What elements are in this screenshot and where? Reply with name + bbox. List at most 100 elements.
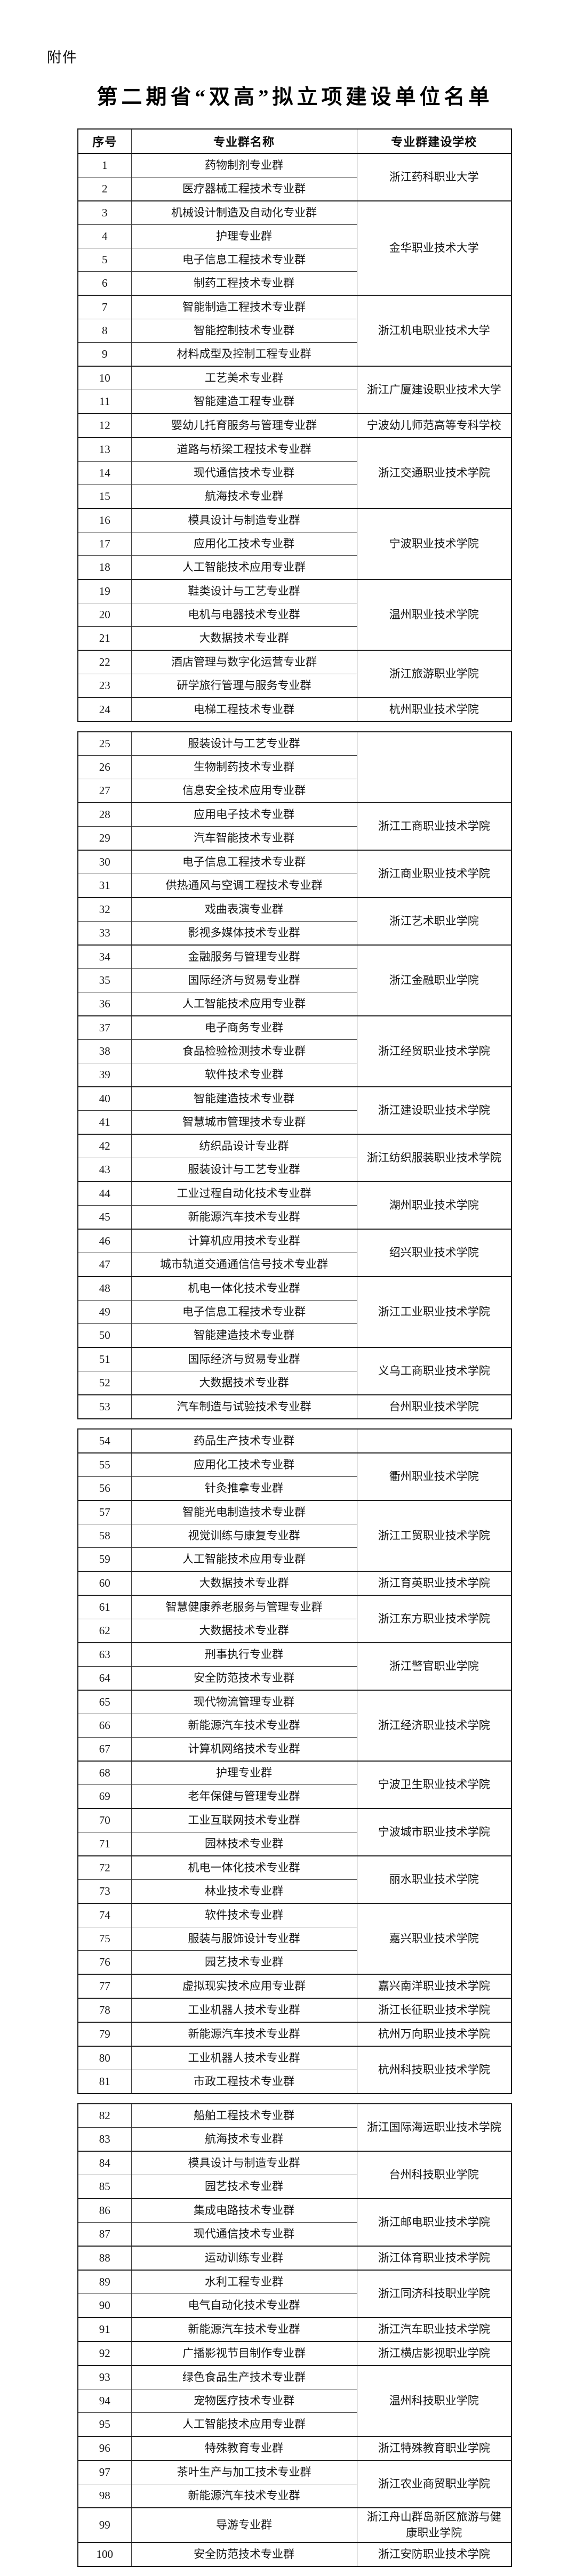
serial-number-cell: 64: [77, 1666, 132, 1691]
list-table-block-2: 25 服装设计与工艺专业群 26 生物制药技术专业群 27 信息安全技术应用专业群 28 应用…: [77, 731, 512, 1419]
major-group-name-cell: 针灸推拿专业群: [131, 1476, 357, 1501]
major-group-name-cell: 酒店管理与数字化运营专业群: [131, 650, 357, 674]
major-group-name-cell: 导游专业群: [131, 2507, 357, 2543]
table-row: 35 国际经济与贸易专业群: [77, 968, 511, 992]
school-name-cell: 浙江东方职业技术学院: [356, 1595, 512, 1643]
serial-number-cell: 37: [77, 1015, 132, 1040]
table-row: 85 园艺技术专业群: [77, 2175, 511, 2199]
serial-number-cell: 83: [77, 2127, 132, 2152]
table-row: 68 护理专业群 宁波卫生职业技术学院: [77, 1761, 512, 1809]
school-name-cell: 义乌工商职业技术学院: [356, 1347, 512, 1395]
major-group-name-cell: 大数据技术专业群: [131, 1571, 357, 1596]
school-name-cell: 浙江纺织服装职业技术学院: [356, 1134, 512, 1182]
school-name-cell: 台州科技职业学院: [356, 2151, 512, 2199]
major-group-name-cell: 鞋类设计与工艺专业群: [131, 579, 357, 603]
major-group-name-cell: 智能制造工程技术专业群: [131, 295, 357, 319]
major-group-name-cell: 现代通信技术专业群: [131, 461, 357, 485]
school-name-cell: 浙江工贸职业技术学院: [356, 1500, 512, 1572]
table-row: 38 食品检验检测技术专业群: [77, 1039, 511, 1063]
table-row: 61 智慧健康养老服务与管理专业群 浙江东方职业技术学院: [77, 1595, 512, 1643]
attachment-label: 附件: [47, 50, 78, 66]
serial-number-cell: 68: [77, 1761, 132, 1785]
school-name-cell: 绍兴职业技术学院: [356, 1229, 512, 1277]
school-name-cell: 宁波职业技术学院: [356, 508, 512, 580]
table-row: 62 大数据技术专业群: [77, 1619, 511, 1643]
school-name-cell: 台州职业技术学院: [356, 1394, 512, 1419]
table-row: 92 广播影视节目制作专业群 浙江横店影视职业学院: [77, 2341, 512, 2366]
major-group-name-cell: 汽车制造与试验技术专业群: [131, 1394, 357, 1419]
school-name-cell: 丽水职业技术学院: [356, 1855, 512, 1904]
school-name-cell: 浙江汽车职业技术学院: [356, 2317, 512, 2342]
table-row: 78 工业机器人技术专业群 浙江长征职业技术学院: [77, 1998, 512, 2023]
table-row: 15 航海技术专业群: [77, 484, 511, 509]
serial-number-cell: 59: [77, 1547, 132, 1572]
serial-number-cell: 44: [77, 1181, 132, 1206]
major-group-name-cell: 机电一体化技术专业群: [131, 1855, 357, 1880]
table-row: 46 计算机应用技术专业群 绍兴职业技术学院: [77, 1229, 512, 1277]
school-name-cell: 宁波城市职业技术学院: [356, 1808, 512, 1856]
major-group-name-cell: 老年保健与管理专业群: [131, 1784, 357, 1809]
table-row: 58 视觉训练与康复专业群: [77, 1524, 511, 1548]
table-row: 75 服装与服饰设计专业群: [77, 1927, 511, 1951]
school-name-cell: 湖州职业技术学院: [356, 1181, 512, 1230]
major-group-name-cell: 机械设计制造及自动化专业群: [131, 200, 357, 225]
major-group-name-cell: 智能建造技术专业群: [131, 1086, 357, 1111]
school-name-cell: [356, 731, 512, 803]
major-group-name-cell: 软件技术专业群: [131, 1903, 357, 1927]
major-group-name-cell: 林业技术专业群: [131, 1879, 357, 1904]
serial-number-cell: 7: [77, 295, 132, 319]
serial-number-cell: 81: [77, 2070, 132, 2094]
major-group-name-cell: 模具设计与制造专业群: [131, 508, 357, 532]
school-name-cell: 宁波卫生职业技术学院: [356, 1761, 512, 1809]
table-row: 51 国际经济与贸易专业群 义乌工商职业技术学院: [77, 1347, 512, 1395]
serial-number-cell: 80: [77, 2046, 132, 2070]
table-row: 52 大数据技术专业群: [77, 1371, 511, 1395]
table-row: 27 信息安全技术应用专业群: [77, 779, 511, 803]
school-name-cell: 浙江药科职业大学: [356, 153, 512, 201]
major-group-name-cell: 影视多媒体技术专业群: [131, 921, 357, 946]
table-row: 36 人工智能技术应用专业群: [77, 992, 511, 1016]
school-name-cell: 浙江同济科技职业学院: [356, 2270, 512, 2318]
serial-number-cell: 71: [77, 1832, 132, 1856]
major-group-name-cell: 服装设计与工艺专业群: [131, 1158, 357, 1182]
table-row: 96 特殊教育专业群 浙江特殊教育职业学院: [77, 2436, 512, 2461]
table-row: 81 市政工程技术专业群: [77, 2070, 511, 2094]
table-row: 53 汽车制造与试验技术专业群 台州职业技术学院: [77, 1394, 512, 1419]
major-group-name-cell: 智能光电制造技术专业群: [131, 1500, 357, 1524]
school-name-cell: 浙江体育职业技术学院: [356, 2246, 512, 2271]
serial-number-cell: 10: [77, 366, 132, 390]
table-row: 86 集成电路技术专业群 浙江邮电职业技术学院: [77, 2198, 512, 2247]
school-name-cell: 浙江特殊教育职业学院: [356, 2436, 512, 2461]
major-group-name-cell: 护理专业群: [131, 1761, 357, 1785]
serial-number-cell: 48: [77, 1276, 132, 1301]
serial-number-cell: 21: [77, 626, 132, 651]
serial-number-cell: 3: [77, 200, 132, 225]
table-row: 9 材料成型及控制工程专业群: [77, 342, 511, 367]
serial-number-cell: 55: [77, 1452, 132, 1477]
major-group-name-cell: 茶叶生产与加工技术专业群: [131, 2460, 357, 2484]
school-name-cell: 浙江安防职业技术学院: [356, 2541, 512, 2567]
table-row: 54 药品生产技术专业群: [77, 1428, 512, 1453]
serial-number-cell: 41: [77, 1110, 132, 1135]
serial-number-cell: 100: [77, 2541, 132, 2567]
major-group-name-cell: 研学旅行管理与服务专业群: [131, 674, 357, 698]
major-group-name-cell: 戏曲表演专业群: [131, 897, 357, 922]
school-name-cell: 嘉兴南洋职业技术学院: [356, 1974, 512, 1999]
school-name-cell: 杭州职业技术学院: [356, 697, 512, 722]
serial-number-cell: 4: [77, 224, 132, 248]
serial-number-cell: 61: [77, 1595, 132, 1619]
table-row: 31 供热通风与空调工程技术专业群: [77, 874, 511, 898]
major-group-name-cell: 园林技术专业群: [131, 1832, 357, 1856]
serial-number-cell: 54: [77, 1428, 132, 1453]
table-row: 59 人工智能技术应用专业群: [77, 1547, 511, 1572]
serial-number-cell: 8: [77, 319, 132, 343]
major-group-name-cell: 人工智能技术应用专业群: [131, 992, 357, 1016]
serial-number-cell: 78: [77, 1998, 132, 2023]
list-table-block-1: 序号 专业群名称 专业群建设学校 1 药物制剂专业群 浙江药科职业大学 2 医疗器械工程技术专…: [77, 128, 512, 722]
major-group-name-cell: 工业机器人技术专业群: [131, 1998, 357, 2023]
school-name-cell: 浙江长征职业技术学院: [356, 1998, 512, 2023]
major-group-name-cell: 智能控制技术专业群: [131, 319, 357, 343]
table-row: 34 金融服务与管理专业群 浙江金融职业学院: [77, 944, 512, 1016]
major-group-name-cell: 材料成型及控制工程专业群: [131, 342, 357, 367]
school-name-cell: 杭州万向职业技术学院: [356, 2022, 512, 2047]
